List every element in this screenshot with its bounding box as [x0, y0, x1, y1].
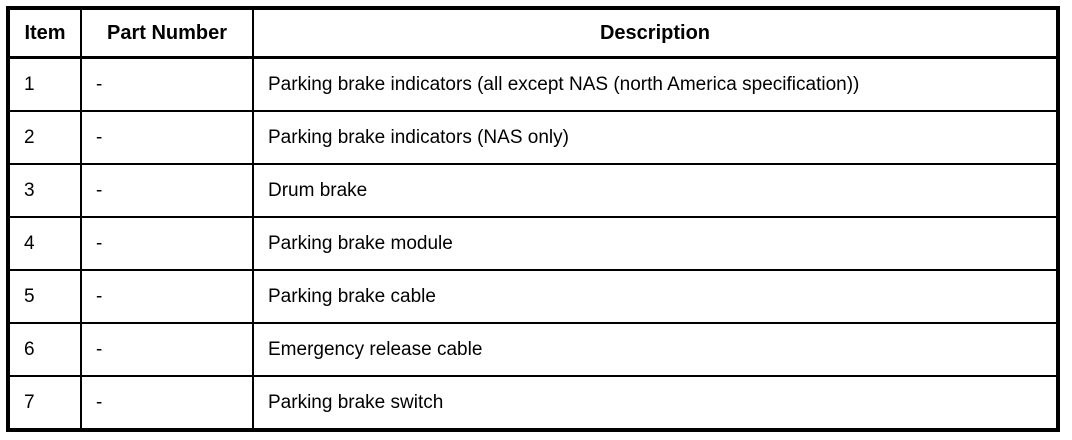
description-cell: Parking brake cable [252, 269, 1059, 324]
part-number-cell: - [80, 163, 254, 218]
parts-table-body: 1 - Parking brake indicators (all except… [7, 56, 1059, 431]
column-header-item: Item [7, 7, 82, 59]
parts-table-header: Item Part Number Description [7, 7, 1059, 59]
parts-table-container: Item Part Number Description 1 - Parking… [6, 6, 1060, 432]
part-number-cell: - [80, 375, 254, 431]
table-row: 1 - Parking brake indicators (all except… [7, 56, 1059, 112]
part-number-cell: - [80, 216, 254, 271]
item-cell: 4 [7, 216, 82, 271]
description-cell: Drum brake [252, 163, 1059, 218]
column-header-part-number: Part Number [80, 7, 254, 59]
description-cell: Parking brake indicators (NAS only) [252, 110, 1059, 165]
table-row: 3 - Drum brake [7, 163, 1059, 218]
part-number-cell: - [80, 56, 254, 112]
part-number-cell: - [80, 322, 254, 377]
table-row: 2 - Parking brake indicators (NAS only) [7, 110, 1059, 165]
description-cell: Parking brake switch [252, 375, 1059, 431]
item-cell: 6 [7, 322, 82, 377]
table-row: 7 - Parking brake switch [7, 375, 1059, 431]
parts-table: Item Part Number Description 1 - Parking… [6, 6, 1060, 432]
item-cell: 2 [7, 110, 82, 165]
item-cell: 3 [7, 163, 82, 218]
item-cell: 7 [7, 375, 82, 431]
item-cell: 1 [7, 56, 82, 112]
description-cell: Parking brake indicators (all except NAS… [252, 56, 1059, 112]
table-row: 6 - Emergency release cable [7, 322, 1059, 377]
column-header-description: Description [252, 7, 1059, 59]
description-cell: Emergency release cable [252, 322, 1059, 377]
table-row: 4 - Parking brake module [7, 216, 1059, 271]
description-cell: Parking brake module [252, 216, 1059, 271]
part-number-cell: - [80, 110, 254, 165]
table-row: 5 - Parking brake cable [7, 269, 1059, 324]
part-number-cell: - [80, 269, 254, 324]
header-row: Item Part Number Description [7, 7, 1059, 59]
item-cell: 5 [7, 269, 82, 324]
